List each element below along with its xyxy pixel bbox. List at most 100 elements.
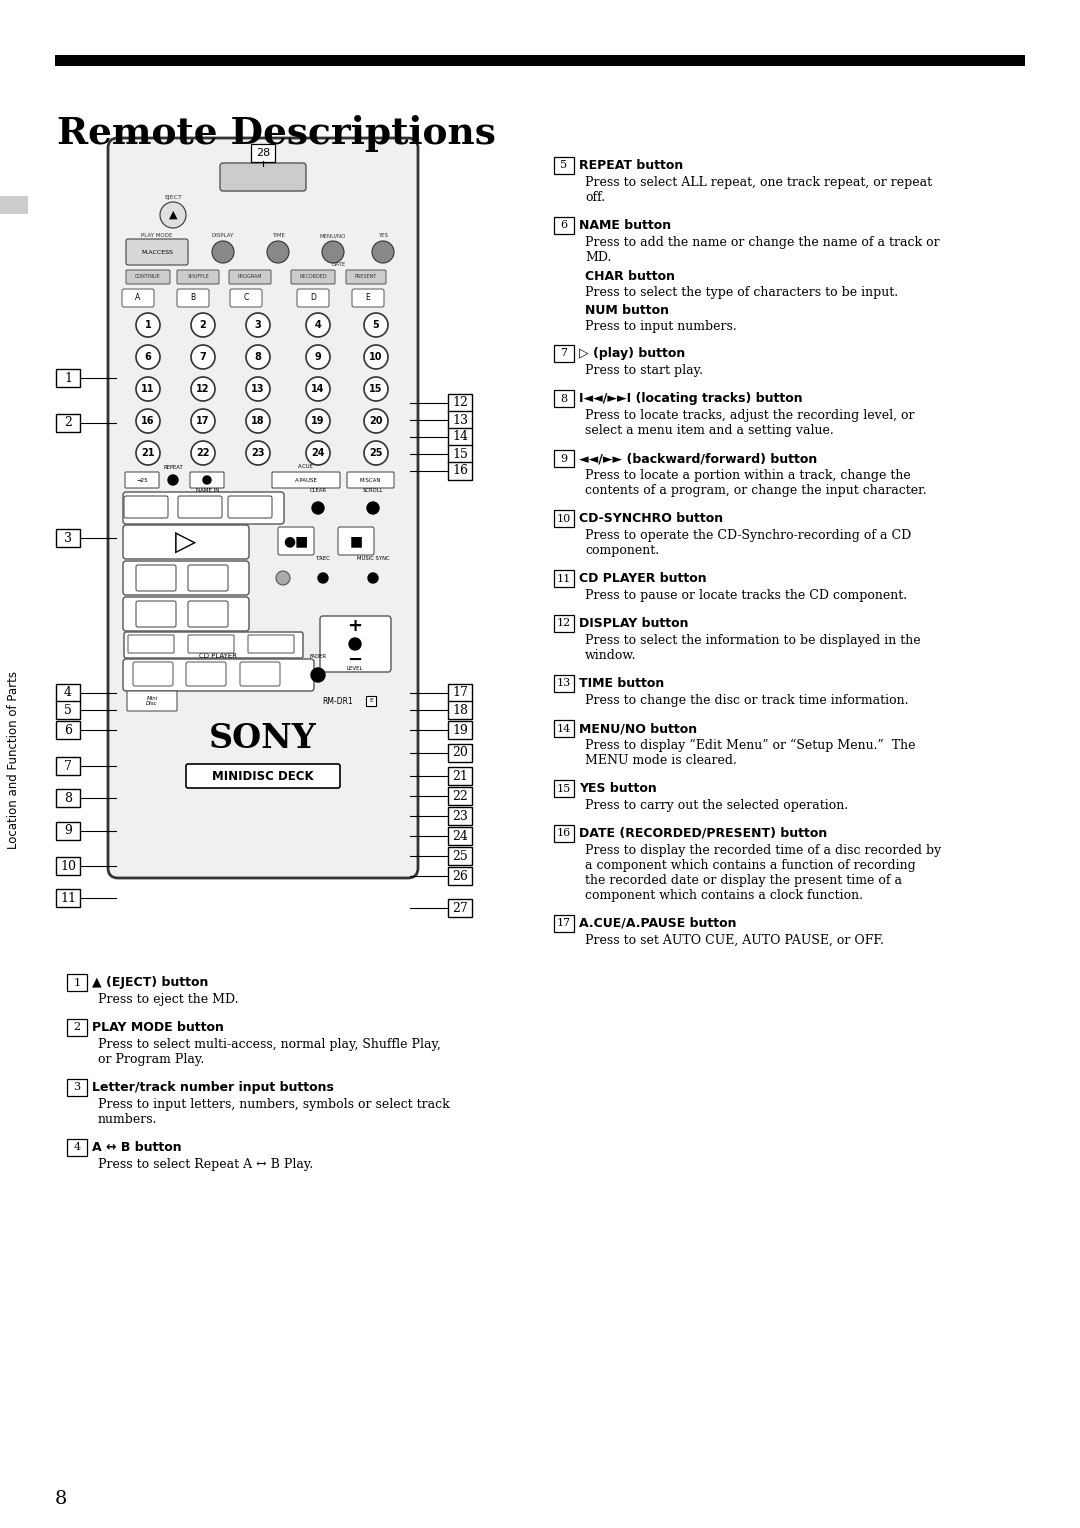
Circle shape xyxy=(311,668,325,681)
FancyBboxPatch shape xyxy=(448,866,472,885)
Text: CD PLAYER button: CD PLAYER button xyxy=(579,571,706,585)
Text: 12: 12 xyxy=(197,384,210,394)
FancyBboxPatch shape xyxy=(554,510,573,527)
FancyBboxPatch shape xyxy=(188,636,234,652)
Text: 12: 12 xyxy=(557,619,571,628)
Text: SCROLL: SCROLL xyxy=(363,487,383,494)
Text: CLEAR: CLEAR xyxy=(310,487,326,494)
Text: 3: 3 xyxy=(255,319,261,330)
Text: Press to carry out the selected operation.: Press to carry out the selected operatio… xyxy=(585,799,848,811)
Text: K: K xyxy=(136,354,139,359)
Text: ◄◄/►► (backward/forward) button: ◄◄/►► (backward/forward) button xyxy=(579,452,818,465)
Text: START: START xyxy=(200,642,221,646)
Text: 9: 9 xyxy=(314,351,322,362)
Text: _: _ xyxy=(246,451,249,455)
Text: 9: 9 xyxy=(561,454,568,463)
Text: Press to start play.: Press to start play. xyxy=(585,364,703,377)
Text: MENU/NO: MENU/NO xyxy=(320,232,347,238)
Text: STANDBY: STANDBY xyxy=(255,642,287,646)
Text: 7: 7 xyxy=(64,759,72,773)
Text: NAME button: NAME button xyxy=(579,219,671,232)
Text: ▶▶: ▶▶ xyxy=(199,608,218,620)
Text: 8: 8 xyxy=(55,1490,67,1508)
Text: D: D xyxy=(310,293,316,303)
Text: 19: 19 xyxy=(311,416,325,426)
Text: A.B: A.B xyxy=(203,477,212,483)
Text: 10: 10 xyxy=(60,859,76,872)
Circle shape xyxy=(191,345,215,368)
Text: PRESENT: PRESENT xyxy=(355,275,377,280)
Circle shape xyxy=(364,410,388,432)
Circle shape xyxy=(364,377,388,400)
Circle shape xyxy=(212,241,234,263)
Circle shape xyxy=(276,571,291,585)
FancyBboxPatch shape xyxy=(220,163,306,191)
Text: 10: 10 xyxy=(369,351,382,362)
Text: MENU mode is cleared.: MENU mode is cleared. xyxy=(585,753,737,767)
Text: 21: 21 xyxy=(453,770,468,782)
Text: component.: component. xyxy=(585,544,659,558)
Text: Press to input letters, numbers, symbols or select track: Press to input letters, numbers, symbols… xyxy=(98,1099,449,1111)
Text: RECORDED: RECORDED xyxy=(299,275,327,280)
Text: Press to operate the CD-Synchro-recording of a CD: Press to operate the CD-Synchro-recordin… xyxy=(585,529,912,542)
FancyBboxPatch shape xyxy=(554,779,573,798)
Text: Press to input numbers.: Press to input numbers. xyxy=(585,319,737,333)
Text: O: O xyxy=(364,354,368,359)
FancyBboxPatch shape xyxy=(186,662,226,686)
FancyBboxPatch shape xyxy=(448,685,472,701)
Text: CD-SYNCHRO button: CD-SYNCHRO button xyxy=(579,512,724,526)
FancyBboxPatch shape xyxy=(177,270,219,284)
Text: L: L xyxy=(191,354,194,359)
Text: 14: 14 xyxy=(311,384,325,394)
Text: SONY: SONY xyxy=(210,721,316,755)
Text: off.: off. xyxy=(585,191,605,205)
Circle shape xyxy=(136,442,160,465)
FancyBboxPatch shape xyxy=(346,270,386,284)
Text: REPEAT: REPEAT xyxy=(163,465,183,471)
Circle shape xyxy=(191,410,215,432)
Text: 7: 7 xyxy=(561,348,567,359)
Text: →25: →25 xyxy=(136,477,148,483)
Text: E: E xyxy=(369,698,373,703)
Circle shape xyxy=(306,377,330,400)
Text: 12: 12 xyxy=(453,396,468,410)
FancyBboxPatch shape xyxy=(448,701,472,720)
Text: window.: window. xyxy=(585,649,636,662)
Text: Press to locate a portion within a track, change the: Press to locate a portion within a track… xyxy=(585,469,910,481)
Text: |◀◀: |◀◀ xyxy=(195,669,216,680)
Circle shape xyxy=(191,377,215,400)
Text: 13: 13 xyxy=(453,414,468,426)
Text: 6: 6 xyxy=(561,220,568,231)
FancyBboxPatch shape xyxy=(554,614,573,633)
FancyBboxPatch shape xyxy=(123,492,284,524)
Text: Y: Y xyxy=(364,419,367,423)
FancyBboxPatch shape xyxy=(554,675,573,692)
Text: W: W xyxy=(245,419,251,423)
FancyBboxPatch shape xyxy=(108,138,418,879)
Text: TIME button: TIME button xyxy=(579,677,664,691)
Text: DATE (RECORDED/PRESENT) button: DATE (RECORDED/PRESENT) button xyxy=(579,827,827,840)
Circle shape xyxy=(246,442,270,465)
Text: .: . xyxy=(365,451,367,455)
FancyBboxPatch shape xyxy=(278,527,314,555)
Text: A.CUE/A.PAUSE button: A.CUE/A.PAUSE button xyxy=(579,917,737,931)
Circle shape xyxy=(364,313,388,338)
Text: 1: 1 xyxy=(64,371,72,385)
Text: STOP: STOP xyxy=(141,642,160,646)
FancyBboxPatch shape xyxy=(448,744,472,762)
Text: A: A xyxy=(135,293,140,303)
Text: NAME: NAME xyxy=(136,504,157,510)
Circle shape xyxy=(306,313,330,338)
Text: Mini
Disc: Mini Disc xyxy=(146,695,158,706)
Text: ●■: ●■ xyxy=(283,533,309,549)
Text: 18: 18 xyxy=(252,416,265,426)
FancyBboxPatch shape xyxy=(56,756,80,775)
Text: 13: 13 xyxy=(557,678,571,689)
FancyBboxPatch shape xyxy=(56,857,80,876)
FancyBboxPatch shape xyxy=(230,289,262,307)
Text: 16: 16 xyxy=(141,416,154,426)
Text: Z: Z xyxy=(136,451,140,455)
Text: 5: 5 xyxy=(561,160,568,171)
Text: ◀◀: ◀◀ xyxy=(147,608,165,620)
Text: Press to add the name or change the name of a track or: Press to add the name or change the name… xyxy=(585,235,940,249)
